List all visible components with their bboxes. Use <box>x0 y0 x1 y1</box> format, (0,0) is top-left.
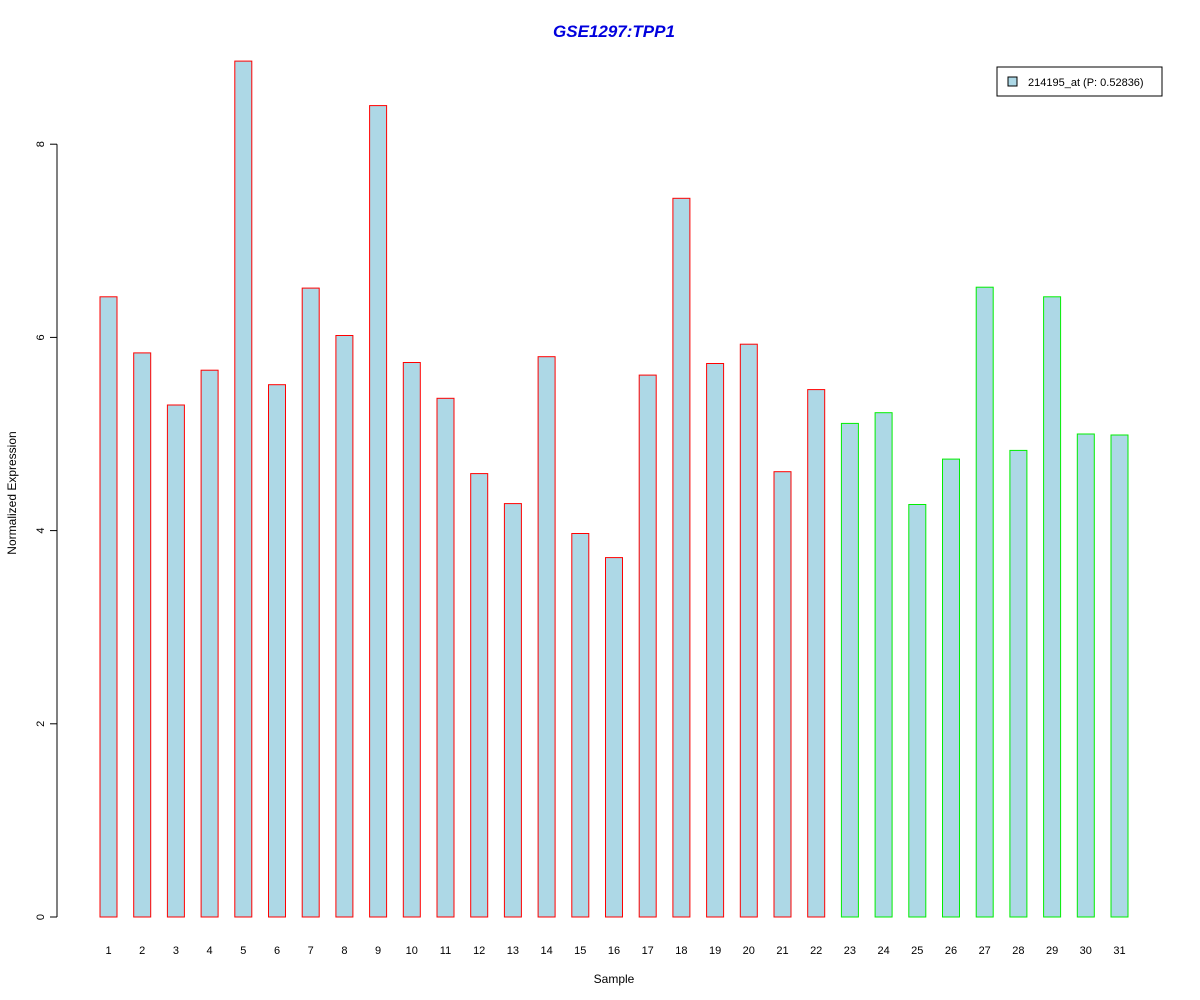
x-tick-label: 31 <box>1113 945 1125 957</box>
bar-sample-28 <box>1009 449 1028 918</box>
x-tick-label: 10 <box>406 945 418 957</box>
x-tick-label: 7 <box>308 945 314 957</box>
y-axis-label: Normalized Expression <box>5 431 19 554</box>
bars <box>99 60 1129 918</box>
bar-sample-20 <box>739 343 758 918</box>
bar-sample-24 <box>874 412 893 918</box>
x-tick-label: 8 <box>341 945 347 957</box>
x-tick-label: 4 <box>207 945 213 957</box>
x-tick-label: 29 <box>1046 945 1058 957</box>
x-tick-label: 6 <box>274 945 280 957</box>
bar-sample-30 <box>1076 433 1095 918</box>
bar-sample-15 <box>571 533 590 918</box>
bar-sample-18 <box>672 197 691 918</box>
x-tick-label: 26 <box>945 945 957 957</box>
x-tick-label: 17 <box>642 945 654 957</box>
x-tick-label: 11 <box>440 945 451 957</box>
x-tick-label: 30 <box>1080 945 1092 957</box>
y-tick-label: 0 <box>35 914 47 920</box>
bar-sample-14 <box>537 356 556 918</box>
legend-swatch <box>1007 76 1018 87</box>
bar-sample-12 <box>470 473 489 918</box>
bar-sample-2 <box>133 352 152 918</box>
bar-sample-13 <box>503 503 522 918</box>
x-tick-label: 13 <box>507 945 519 957</box>
x-tick-label: 2 <box>139 945 145 957</box>
y-tick-label: 2 <box>35 721 47 727</box>
bar-sample-16 <box>605 557 623 918</box>
bar-sample-11 <box>436 397 455 918</box>
bar-sample-7 <box>301 287 320 918</box>
bar-sample-3 <box>166 404 185 918</box>
bar-sample-31 <box>1110 434 1129 918</box>
bar-sample-17 <box>638 374 657 918</box>
x-tick-label: 28 <box>1012 945 1024 957</box>
legend-box <box>996 66 1163 97</box>
x-tick-label: 22 <box>810 945 822 957</box>
legend: 214195_at (P: 0.52836) <box>996 66 1163 97</box>
x-tick-label: 3 <box>173 945 179 957</box>
x-tick-label: 19 <box>709 945 721 957</box>
bar-sample-10 <box>402 362 421 918</box>
x-tick-label: 21 <box>776 945 788 957</box>
y-tick-label: 8 <box>35 141 47 147</box>
y-tick-label: 6 <box>35 334 47 340</box>
bar-sample-29 <box>1043 296 1062 918</box>
x-tick-label: 16 <box>608 945 620 957</box>
x-tick-label: 20 <box>743 945 755 957</box>
bar-sample-22 <box>807 389 826 918</box>
x-tick-label: 23 <box>844 945 856 957</box>
x-tick-label: 15 <box>574 945 586 957</box>
x-tick-label: 14 <box>540 945 552 957</box>
x-tick-label: 24 <box>877 945 889 957</box>
x-tick-label: 18 <box>675 945 687 957</box>
bar-sample-8 <box>335 335 354 918</box>
chart-title: GSE1297:TPP1 <box>553 22 675 41</box>
legend-label: 214195_at (P: 0.52836) <box>1028 77 1144 89</box>
bar-sample-1 <box>99 296 118 918</box>
x-tick-label: 27 <box>979 945 991 957</box>
x-axis-label: Sample <box>594 972 635 986</box>
x-tick-label: 12 <box>473 945 485 957</box>
bar-sample-5 <box>234 60 253 918</box>
bar-sample-26 <box>942 458 960 918</box>
bar-sample-27 <box>975 286 994 918</box>
bar-sample-6 <box>268 384 286 918</box>
bar-sample-4 <box>200 369 219 918</box>
x-tick-label: 25 <box>911 945 923 957</box>
bar-sample-19 <box>706 363 725 918</box>
bar-sample-25 <box>908 504 927 918</box>
bar-sample-21 <box>773 471 792 918</box>
y-tick-label: 4 <box>35 528 47 534</box>
bar-sample-23 <box>840 422 859 918</box>
x-tick-label: 5 <box>240 945 246 957</box>
x-tick-label: 1 <box>105 945 111 957</box>
x-tick-label: 9 <box>375 945 381 957</box>
y-axis: 0 2 4 6 8 <box>35 141 58 920</box>
bar-sample-9 <box>369 105 388 918</box>
x-tick-labels: 1 2 3 4 5 6 7 8 9 10 11 12 13 14 15 16 17 18 19 20 21 22 23 24 2… <box>105 945 1125 957</box>
